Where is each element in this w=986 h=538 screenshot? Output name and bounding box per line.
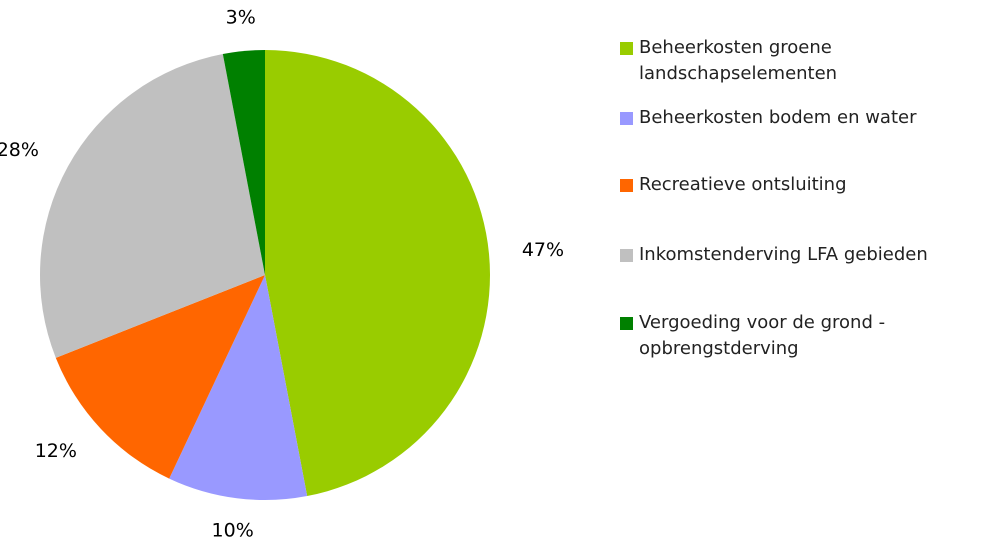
data-label: 10% [212, 519, 254, 538]
legend-item: Inkomstenderving LFA gebieden [620, 242, 970, 268]
legend-label: Beheerkosten bodem en water [639, 107, 917, 128]
legend-label: Recreatieve ontsluiting [639, 174, 847, 195]
pie-slice [169, 275, 308, 501]
legend-item: Beheerkosten groene landschapselementen [620, 35, 970, 87]
data-label: 12% [35, 440, 77, 462]
legend-swatch [620, 179, 633, 192]
legend-swatch [620, 249, 633, 262]
legend-item: Recreatieve ontsluiting [620, 172, 970, 198]
pie-slice [39, 53, 265, 358]
legend-item: Beheerkosten bodem en water [620, 105, 970, 131]
legend-swatch [620, 42, 633, 55]
data-label: 3% [226, 7, 256, 29]
pie-slice [222, 50, 265, 275]
pie-slice [265, 50, 491, 497]
legend-label: Inkomstenderving LFA gebieden [639, 244, 928, 265]
legend-label: Beheerkosten groene landschapselementen [639, 37, 838, 84]
chart: 47% 10% 12% 28% 3% [0, 7, 564, 538]
legend-swatch [620, 317, 633, 330]
data-label: 28% [0, 139, 39, 161]
legend-item: Vergoeding voor de grond - opbrengstderv… [620, 310, 970, 362]
legend-swatch [620, 112, 633, 125]
legend-label: Vergoeding voor de grond - opbrengstderv… [639, 312, 886, 359]
data-label: 47% [522, 239, 564, 261]
pie-slice [55, 275, 265, 479]
